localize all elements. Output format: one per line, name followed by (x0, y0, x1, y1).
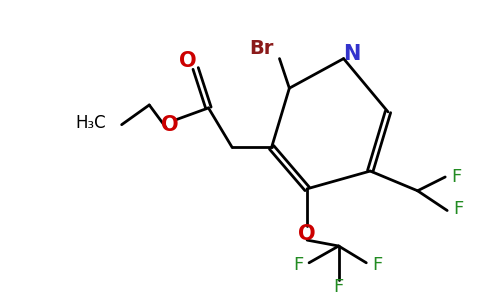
Text: F: F (293, 256, 303, 274)
Text: F: F (333, 278, 344, 296)
Text: O: O (298, 224, 316, 244)
Text: F: F (453, 200, 463, 217)
Text: O: O (179, 51, 197, 70)
Text: H₃C: H₃C (75, 114, 106, 132)
Text: F: F (372, 256, 382, 274)
Text: F: F (451, 168, 461, 186)
Text: O: O (161, 115, 179, 135)
Text: Br: Br (250, 39, 274, 58)
Text: N: N (343, 44, 360, 64)
